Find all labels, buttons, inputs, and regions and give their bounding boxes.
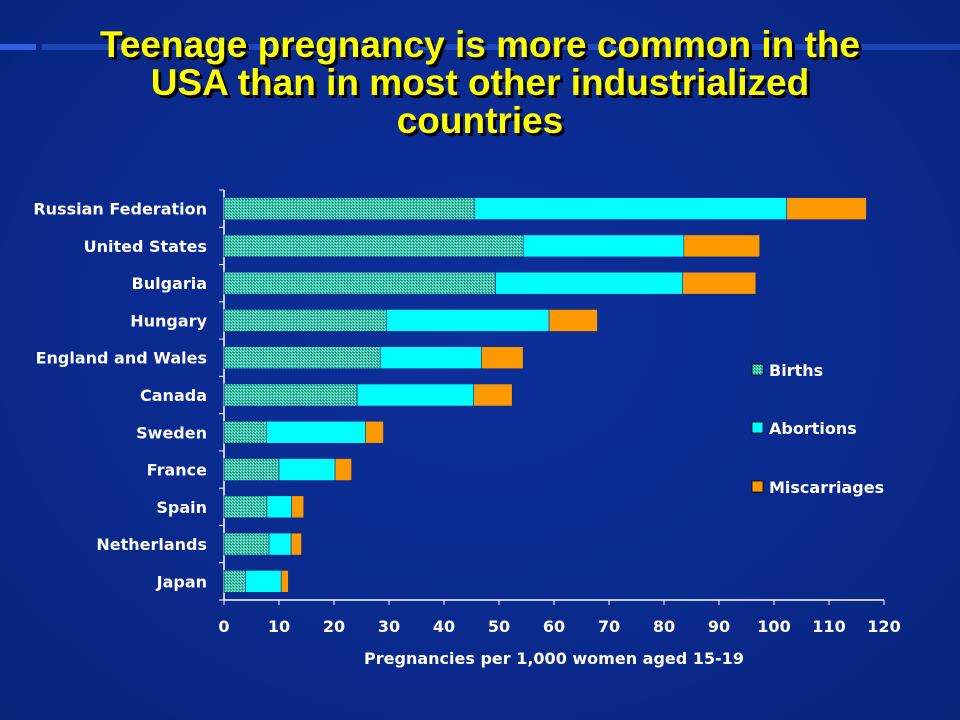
bar-miscarriages [786,197,867,220]
bar-births [223,570,246,593]
bar-miscarriages [280,570,289,593]
title-line-3: countries [396,100,564,141]
x-tick-label: 120 [867,617,900,636]
bar-abortions [245,570,282,593]
bar-abortions [385,309,550,332]
bar-miscarriages [682,271,757,295]
x-tick-label: 0 [218,617,229,636]
bar-births [223,234,524,258]
title-line-2: USA than in most other industrialized [150,62,810,103]
title-line-1: Teenage pregnancy is more common in the [99,24,861,65]
bar-births [223,309,387,332]
bar-miscarriages [683,234,760,258]
bar-births [223,420,267,444]
x-tick-label: 50 [488,617,510,636]
legend-swatch-births [751,363,764,376]
category-label: Netherlands [96,535,207,554]
category-label: Hungary [130,311,207,330]
category-label: Bulgaria [132,274,208,293]
bar-miscarriages [334,458,352,481]
x-tick-label: 100 [757,617,790,636]
bar-abortions [356,383,475,407]
category-label: England and Wales [36,349,207,368]
category-label: United States [84,237,207,256]
x-tick-label: 110 [812,617,845,636]
bar-abortions [266,495,292,519]
bar-births [223,495,268,519]
bar-births [223,458,280,481]
x-tick-label: 80 [653,617,675,636]
category-label: Canada [140,386,207,405]
x-tick-label: 90 [708,617,730,636]
bar-miscarriages [481,346,524,370]
plot-area: Russian Federation United States Bulgaria H… [33,189,901,668]
bar-abortions [278,458,336,481]
bar-births [223,383,358,407]
decor-segment [0,44,36,50]
x-tick-label: 40 [433,617,455,636]
x-tick-label: 70 [598,617,620,636]
x-tick-label: 60 [543,617,565,636]
bar-births [223,346,381,370]
decorative-top-bar [0,44,960,50]
x-tick-label: 10 [268,617,290,636]
bar-abortions [379,346,482,370]
legend-swatch-abortions [751,421,764,434]
category-label: Russian Federation [33,200,207,219]
category-label: Japan [156,572,207,591]
legend-label-abortions: Abortions [769,419,857,438]
bar-miscarriages [473,383,513,407]
bar-abortions [266,420,366,444]
legend-label-births: Births [769,361,823,380]
x-axis-title: Pregnancies per 1,000 women aged 15-19 [364,649,744,668]
x-tick-label: 30 [378,617,400,636]
bar-abortions [495,271,684,295]
x-tick-label: 20 [323,617,345,636]
bar-births [223,197,476,220]
bar-abortions [474,197,787,220]
category-label: France [147,461,207,480]
bar-miscarriages [548,309,598,332]
bar-abortions [268,532,292,556]
slide-title: Teenage pregnancy is more common in the … [20,26,940,140]
bar-miscarriages [365,420,384,444]
category-label: Spain [156,498,207,517]
category-label: Sweden [136,423,207,442]
legend: Births Abortions Miscarriages [751,361,884,497]
legend-swatch-miscarriages [751,480,764,493]
bar-miscarriages [290,532,302,556]
legend-label-miscarriages: Miscarriages [769,478,884,497]
bar-miscarriages [291,495,305,519]
bar-births [223,532,270,556]
decor-line [42,44,960,50]
bar-births [223,271,497,295]
bar-abortions [522,234,685,258]
